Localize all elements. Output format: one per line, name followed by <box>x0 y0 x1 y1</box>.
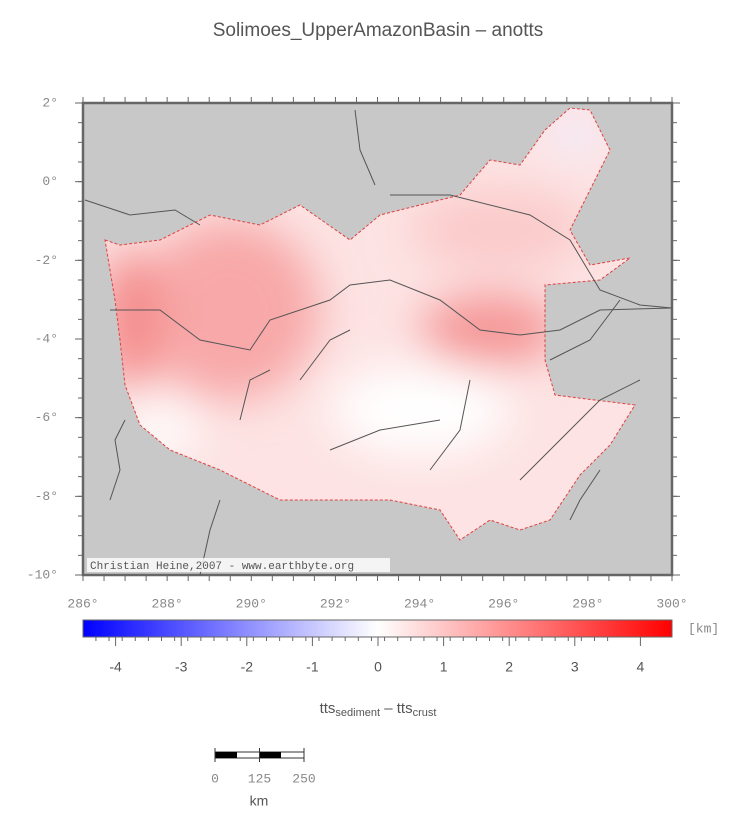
frame-ticks <box>75 97 680 581</box>
colorbar-tick-label: -4 <box>109 659 122 675</box>
colorbar-label: ttssediment – ttscrust <box>320 700 437 719</box>
lon-label: 288° <box>152 596 183 611</box>
lat-label: -2° <box>35 253 58 268</box>
credit: Christian Heine,2007 - www.earthbyte.org <box>90 561 354 573</box>
colorbar-tick-label: -2 <box>241 659 254 675</box>
colorbar <box>82 619 673 638</box>
colorbar-tick-label: 4 <box>637 659 645 675</box>
lat-labels: 2° 0° -2° -4° -6° -8° -10° <box>27 95 58 582</box>
colorbar-tick-label: -1 <box>306 659 319 675</box>
lat-label: -8° <box>35 489 58 504</box>
lat-label: -6° <box>35 410 58 425</box>
lon-label: 300° <box>656 596 687 611</box>
lon-label: 286° <box>67 596 98 611</box>
lat-label: -4° <box>35 331 58 346</box>
scale-tick-label: 0 <box>211 771 219 786</box>
colorbar-ticks: -4 -3 -2 -1 0 1 2 3 4 <box>95 637 645 675</box>
label-part: tts <box>320 700 336 717</box>
colorbar-tick-label: 2 <box>505 659 513 675</box>
lon-label: 298° <box>572 596 603 611</box>
title: Solimoes_UpperAmazonBasin – anotts <box>213 20 544 41</box>
lon-labels: 286° 288° 290° 292° 294° 296° 298° 300° <box>67 596 687 611</box>
scale-tick-label: 125 <box>248 771 271 786</box>
label-part: – tts <box>380 700 413 717</box>
lon-label: 292° <box>320 596 351 611</box>
label-sub: crust <box>413 707 437 719</box>
lon-label: 290° <box>236 596 267 611</box>
lat-label: 0° <box>42 174 58 189</box>
colorbar-tick-label: 3 <box>571 659 579 675</box>
scale-tick-label: 250 <box>292 771 315 786</box>
scale-unit: km <box>250 793 269 809</box>
colorbar-tick-label: -3 <box>175 659 188 675</box>
label-sub: sediment <box>335 707 380 719</box>
lon-label: 296° <box>488 596 519 611</box>
lat-label: 2° <box>42 95 58 110</box>
colorbar-tick-label: 0 <box>374 659 382 675</box>
lon-label: 294° <box>404 596 435 611</box>
colorbar-tick-label: 1 <box>440 659 448 675</box>
scale-ticks: 0 125 250 <box>211 748 316 786</box>
colorbar-unit: [km] <box>688 621 719 636</box>
lat-label: -10° <box>27 567 58 582</box>
